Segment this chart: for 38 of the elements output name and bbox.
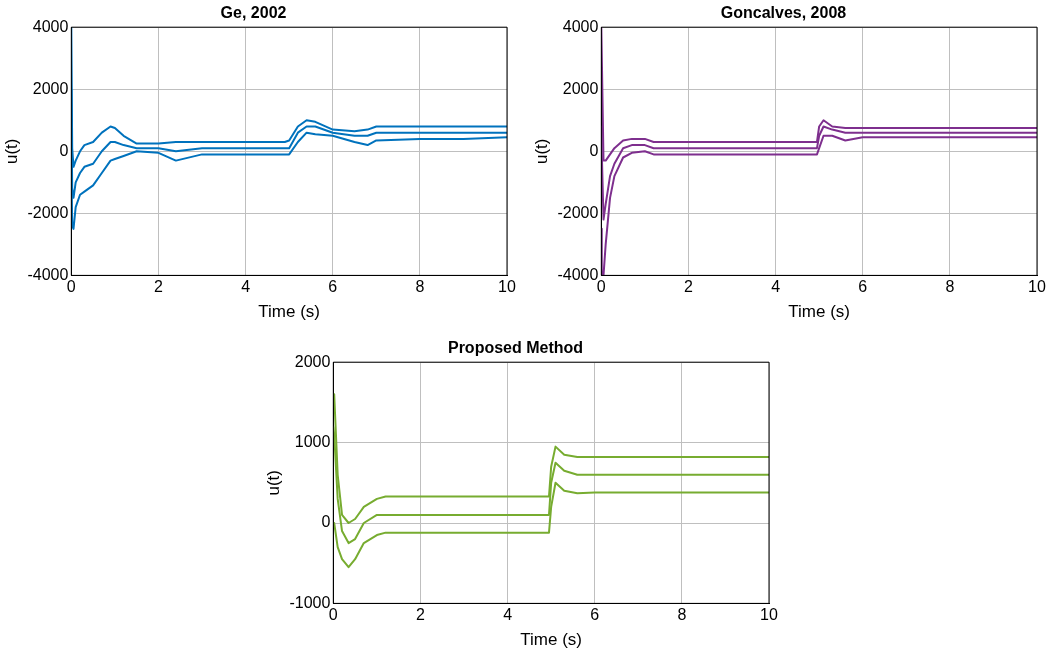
x-tick-label: 4 [503, 606, 513, 624]
x-tick-label: 6 [590, 606, 600, 624]
x-axis-title: Time (s) [520, 630, 583, 650]
y-tick-label: 2000 [294, 352, 331, 370]
y-tick-label: 4000 [562, 17, 599, 35]
x-tick-label: 2 [154, 278, 163, 296]
chart-title: Goncalves, 2008 [720, 4, 847, 22]
x-tick-label: 2 [684, 278, 693, 296]
y-tick-label: 0 [589, 141, 599, 159]
y-tick-label: -4000 [27, 265, 69, 283]
x-tick-label: 6 [328, 278, 338, 296]
x-tick-label: 4 [771, 278, 781, 296]
y-tick-label: 1000 [294, 433, 331, 451]
x-axis-title: Time (s) [788, 302, 851, 322]
chart-title: Ge, 2002 [220, 4, 287, 22]
x-tick-label: 10 [498, 278, 516, 296]
x-tick-label: 8 [945, 278, 955, 296]
x-tick-label: 10 [1028, 278, 1046, 296]
y-axis-title: u(t) [1, 138, 21, 165]
y-tick-label: -4000 [557, 265, 599, 283]
x-tick-label: 8 [677, 606, 687, 624]
y-tick-label: 0 [321, 513, 331, 531]
y-axis-title: u(t) [263, 470, 283, 496]
x-tick-label: 2 [416, 606, 425, 624]
y-tick-label: -2000 [557, 203, 599, 221]
y-tick-label: 0 [59, 141, 69, 159]
x-axis-title: Time (s) [258, 302, 321, 322]
y-tick-label: -1000 [289, 593, 331, 611]
chart-title: Proposed Method [447, 339, 584, 357]
x-tick-label: 10 [760, 606, 778, 624]
y-tick-label: 4000 [32, 17, 69, 35]
y-tick-label: -2000 [27, 203, 69, 221]
x-tick-label: 4 [241, 278, 251, 296]
y-tick-label: 2000 [32, 79, 69, 97]
x-tick-label: 6 [858, 278, 868, 296]
x-tick-label: 8 [415, 278, 425, 296]
y-tick-label: 2000 [562, 79, 599, 97]
y-axis-title: u(t) [531, 138, 551, 165]
